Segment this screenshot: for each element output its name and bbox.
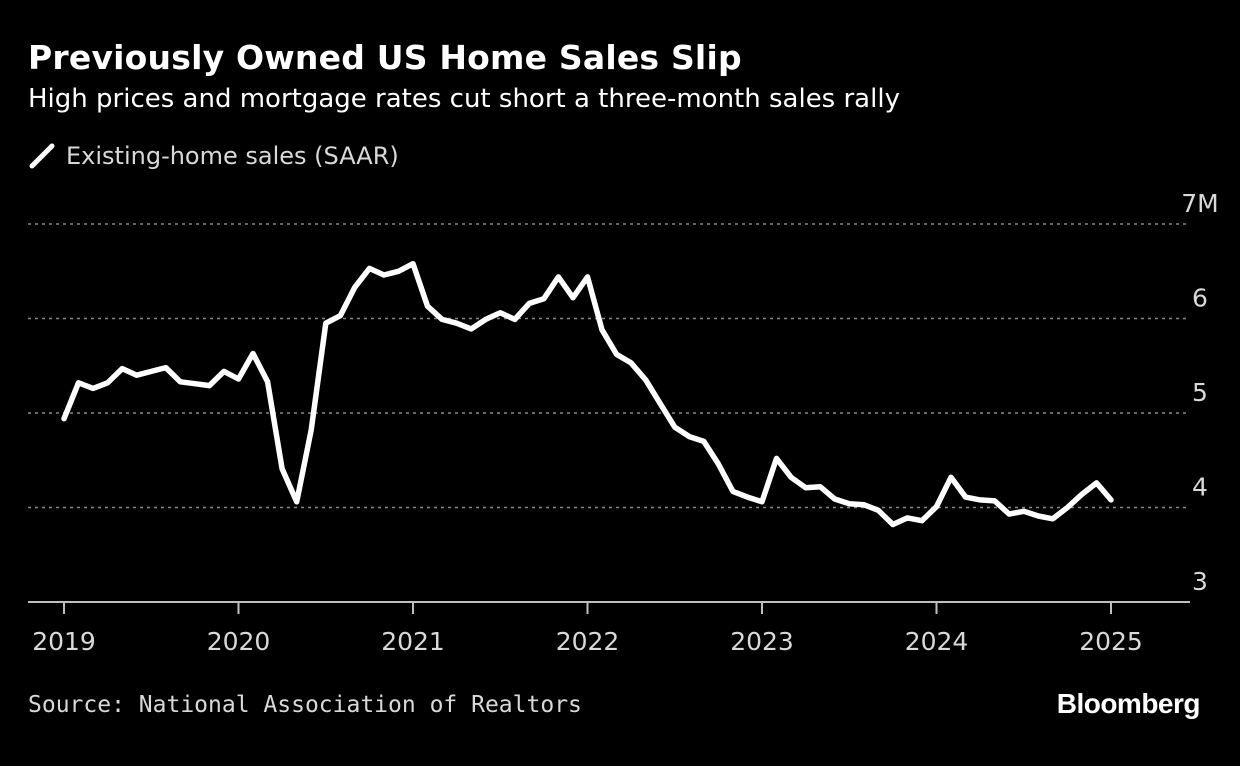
source-note: Source: National Association of Realtors: [28, 692, 582, 718]
x-tick-label: 2019: [32, 627, 96, 656]
chart-title: Previously Owned US Home Sales Slip: [28, 38, 742, 77]
x-tick-label: 2021: [381, 627, 445, 656]
bloomberg-logo: Bloomberg: [1056, 688, 1201, 719]
legend-swatch: [29, 143, 55, 169]
y-tick-label: 7M: [1181, 189, 1218, 218]
x-tick-label: 2020: [207, 627, 271, 656]
y-tick-label: 6: [1192, 284, 1208, 313]
x-tick-label: 2025: [1079, 627, 1143, 656]
y-axis-ticks: 3 4 5 6 7M: [1181, 189, 1218, 596]
y-tick-label: 4: [1192, 473, 1208, 502]
gridlines: [28, 223, 1190, 509]
y-tick-label: 3: [1192, 567, 1208, 596]
x-axis: 2019 2020 2021 2022 2023 2024 2025: [28, 601, 1190, 656]
y-tick-label: 5: [1192, 378, 1208, 407]
legend: Existing-home sales (SAAR): [28, 142, 399, 170]
series-group: [61, 260, 1114, 528]
x-tick-label: 2022: [556, 627, 620, 656]
x-tick-label: 2023: [730, 627, 794, 656]
series-line-existing-home-sales: [61, 260, 1114, 528]
chart-subtitle: High prices and mortgage rates cut short…: [28, 84, 900, 114]
x-tick-label: 2024: [905, 627, 969, 656]
legend-label: Existing-home sales (SAAR): [66, 142, 399, 170]
